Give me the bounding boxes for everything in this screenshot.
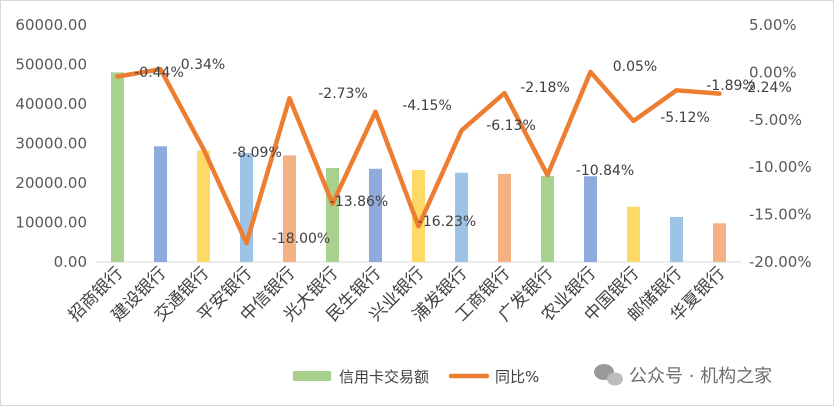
yoy-data-label: -2.24% [742,80,792,96]
yoy-point-3 [202,147,205,151]
left-axis-tick-label: 20000.00 [15,174,87,192]
bar-9 [455,172,468,262]
bar-5 [283,155,296,262]
yoy-point-7 [374,110,377,114]
yoy-point-10 [503,91,506,95]
bar-4 [240,152,253,262]
yoy-point-4 [245,241,248,245]
wechat-icon-bubble [607,372,623,386]
bar-6 [326,167,339,262]
right-axis-tick-label: -15.00% [749,206,812,224]
yoy-data-label: -1.89% [706,78,756,94]
yoy-data-label: -10.84% [576,163,634,179]
yoy-point-11 [546,173,549,177]
legend-label-line: 同比% [495,368,539,386]
yoy-data-label: -5.12% [660,110,710,126]
yoy-point-8 [417,224,420,228]
bar-13 [627,206,640,262]
bar-10 [498,173,511,262]
yoy-point-14 [675,88,678,92]
yoy-point-9 [460,129,463,133]
yoy-data-label: -13.86% [330,194,388,210]
yoy-data-label: -4.15% [402,98,452,114]
yoy-point-15 [718,92,721,96]
right-axis-tick-label: 5.00% [749,16,797,34]
legend-swatch-bar [293,371,331,381]
bar-14 [670,216,683,262]
right-axis-tick-label: -10.00% [749,158,812,176]
yoy-data-label: 0.05% [613,59,657,75]
watermark: 公众号 · 机构之家 [594,364,772,387]
bar-7 [369,168,382,262]
yoy-data-label: -8.09% [232,145,282,161]
watermark-text: 公众号 · 机构之家 [629,366,772,387]
yoy-data-label: -16.23% [418,214,476,230]
yoy-data-label: -6.13% [486,118,536,134]
yoy-data-label: -2.73% [318,86,368,102]
yoy-point-12 [589,70,592,74]
right-axis-tick-label: 0.00% [749,63,797,81]
bar-8 [412,169,425,262]
legend-label-bar: 信用卡交易额 [339,368,429,386]
yoy-point-13 [632,119,635,123]
left-axis-tick-label: 60000.00 [15,16,87,34]
bar-2 [154,146,167,262]
yoy-point-6 [331,202,334,206]
left-axis-tick-label: 40000.00 [15,95,87,113]
yoy-data-label: -2.18% [520,80,570,96]
yoy-point-5 [288,96,291,100]
left-axis-tick-label: 30000.00 [15,135,87,153]
yoy-point-1 [116,75,119,79]
bar-3 [197,150,210,262]
bar-1 [111,72,124,263]
yoy-data-label: -0.44% [134,65,184,81]
yoy-data-label: 0.34% [181,57,225,73]
right-axis-tick-label: -5.00% [749,111,802,129]
left-axis-tick-label: 0.00 [54,253,87,271]
left-axis-tick-label: 50000.00 [15,56,87,74]
right-axis-tick-label: -20.00% [749,253,812,271]
yoy-point-2 [159,67,162,71]
left-axis-tick-label: 10000.00 [15,214,87,232]
bar-11 [541,175,554,262]
bar-12 [584,176,597,262]
bar-15 [713,223,726,262]
yoy-data-label: -18.00% [272,231,330,247]
